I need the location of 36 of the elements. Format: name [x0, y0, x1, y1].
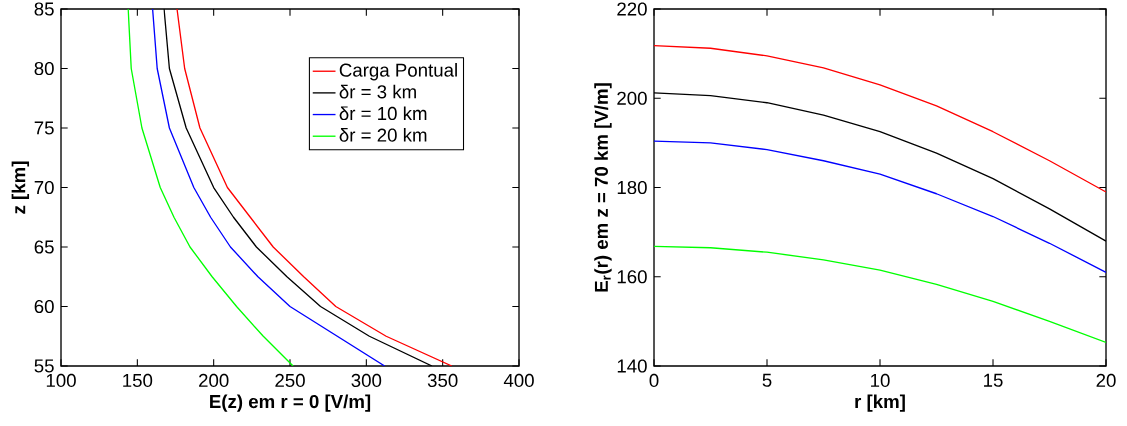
y-tick-label: 55	[34, 359, 54, 373]
y-tick-label: 140	[617, 359, 647, 373]
y-tick-label: 60	[34, 299, 54, 314]
x-tick-label: 15	[984, 373, 1003, 387]
legend-label: Carga Pontual	[339, 63, 457, 81]
y-tick-label: 85	[34, 2, 54, 16]
x-tick-label: 150	[123, 373, 153, 388]
legend-label: δr = 3 km	[339, 84, 416, 99]
y-tick-label: 80	[34, 61, 54, 76]
x-axis-title: E(z) em r = 0 [V/m]	[210, 394, 371, 412]
legend-label: δr = 20 km	[339, 128, 427, 142]
y-tick-label: 70	[34, 180, 54, 195]
y-tick-label: 75	[34, 121, 54, 135]
legend-label: δr = 10 km	[339, 106, 427, 121]
y-tick-label: 65	[34, 240, 54, 254]
x-tick-label: 0	[649, 373, 659, 388]
x-tick-label: 250	[275, 373, 305, 388]
line-series	[654, 245, 1107, 344]
x-tick-label: 300	[351, 373, 382, 388]
line-series	[654, 44, 1107, 193]
x-tick-label: 350	[427, 373, 458, 388]
y-axis-title: z [km]	[11, 161, 30, 214]
x-axis-title: r [km]	[855, 394, 905, 412]
x-tick-label: 400	[503, 373, 534, 388]
x-tick-label: 10	[871, 373, 890, 388]
y-tick-label: 220	[617, 2, 647, 16]
x-tick-label: 20	[1096, 373, 1116, 388]
y-tick-label: 200	[617, 91, 647, 105]
y-axis-title: E$_{r}$(r) em z = 70 km [V/m]	[594, 83, 612, 292]
line-series	[654, 140, 1107, 273]
x-tick-label: 100	[46, 373, 76, 388]
x-tick-label: 5	[762, 373, 772, 387]
y-tick-label: 180	[617, 180, 647, 195]
y-tick-label: 160	[617, 270, 647, 284]
x-tick-label: 200	[199, 373, 229, 388]
line-series	[127, 9, 294, 366]
